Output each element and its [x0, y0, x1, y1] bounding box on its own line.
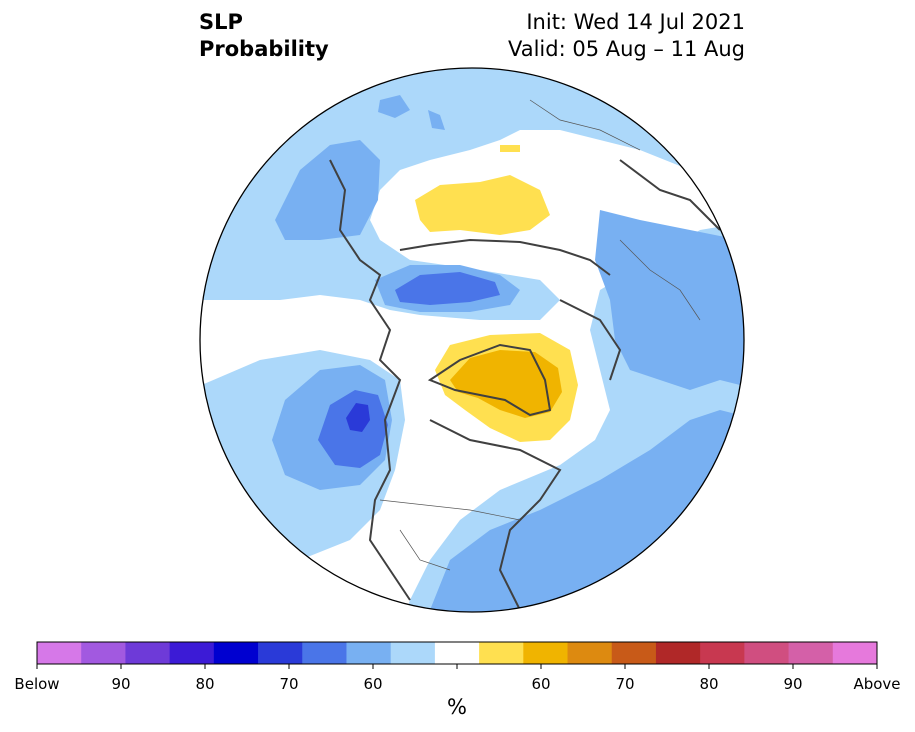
- colorbar-cell: [125, 642, 171, 664]
- colorbar-cell: [346, 642, 392, 664]
- variable-label: SLP: [199, 10, 243, 34]
- colorbar-cell: [788, 642, 834, 664]
- colorbar-tick-label: 60: [531, 675, 551, 693]
- colorbar-cell: [700, 642, 745, 664]
- polar-map: [199, 67, 745, 613]
- colorbar-tick-label: 90: [111, 675, 131, 693]
- colorbar-cell: [744, 642, 790, 664]
- colorbar-cell: [302, 642, 347, 664]
- title-right: Init: Wed 14 Jul 2021 Valid: 05 Aug – 11…: [508, 9, 745, 63]
- colorbar-cell: [655, 642, 701, 664]
- above-light-speck: [500, 145, 520, 152]
- colorbar-tick-label: 80: [195, 675, 215, 693]
- above-mid-greenland: [450, 350, 562, 418]
- colorbar-tick-label: 70: [279, 675, 299, 693]
- colorbar-cell: [37, 642, 82, 664]
- colorbar: [36, 641, 878, 669]
- coast-east-america: [429, 419, 562, 611]
- colorbar-cell: [169, 642, 215, 664]
- colorbar-tick-label: 60: [363, 675, 383, 693]
- coast-scandinavia: [559, 299, 622, 381]
- below-mid-northwest: [275, 140, 380, 240]
- coast-greenland: [427, 343, 552, 417]
- coast-siberia: [399, 238, 611, 276]
- colorbar-tick-label: Above: [853, 675, 901, 693]
- coast-eurasia-south: [619, 159, 721, 231]
- below-light-north: [200, 68, 744, 320]
- colorbar-tick-label: Below: [14, 675, 60, 693]
- below-mid-topright: [428, 110, 445, 130]
- colorbar-cell: [434, 642, 480, 664]
- below-strong-channel: [395, 272, 500, 305]
- colorbar-cell: [258, 642, 303, 664]
- colorbar-tick-label: 90: [783, 675, 803, 693]
- coastlines: [329, 159, 721, 611]
- colorbar-cell: [832, 642, 878, 664]
- below-mid-eurasia: [595, 210, 744, 390]
- colorbar-cell: [213, 642, 259, 664]
- colorbar-tick-label: 80: [699, 675, 719, 693]
- border-states: [399, 529, 451, 571]
- colorbar-tick-label: 70: [615, 675, 635, 693]
- below-mid-topnotch: [378, 95, 410, 118]
- product-label: Probability: [199, 37, 329, 61]
- colorbar-cell: [567, 642, 613, 664]
- border-usa-canada: [379, 499, 521, 521]
- border-europe: [619, 239, 701, 321]
- colorbar-cell: [523, 642, 569, 664]
- valid-range: Valid: 05 Aug – 11 Aug: [507, 37, 745, 61]
- colorbar-cell: [390, 642, 436, 664]
- coast-west-america: [329, 159, 411, 601]
- below-stronger-pacific: [346, 403, 370, 432]
- colorbar-cell: [81, 642, 126, 664]
- colorbar-cell: [611, 642, 657, 664]
- title-left: SLP Probability: [199, 9, 329, 63]
- map-boundary: [199, 67, 745, 613]
- border-asia: [529, 99, 641, 151]
- colorbar-unit: %: [447, 695, 467, 719]
- colorbar-cells: [37, 642, 878, 664]
- colorbar-cell: [479, 642, 524, 664]
- borders: [379, 99, 701, 571]
- init-date: Init: Wed 14 Jul 2021: [526, 10, 745, 34]
- above-light-siberia: [415, 175, 550, 235]
- colorbar-ticks: [36, 664, 878, 669]
- probability-field: [200, 68, 744, 612]
